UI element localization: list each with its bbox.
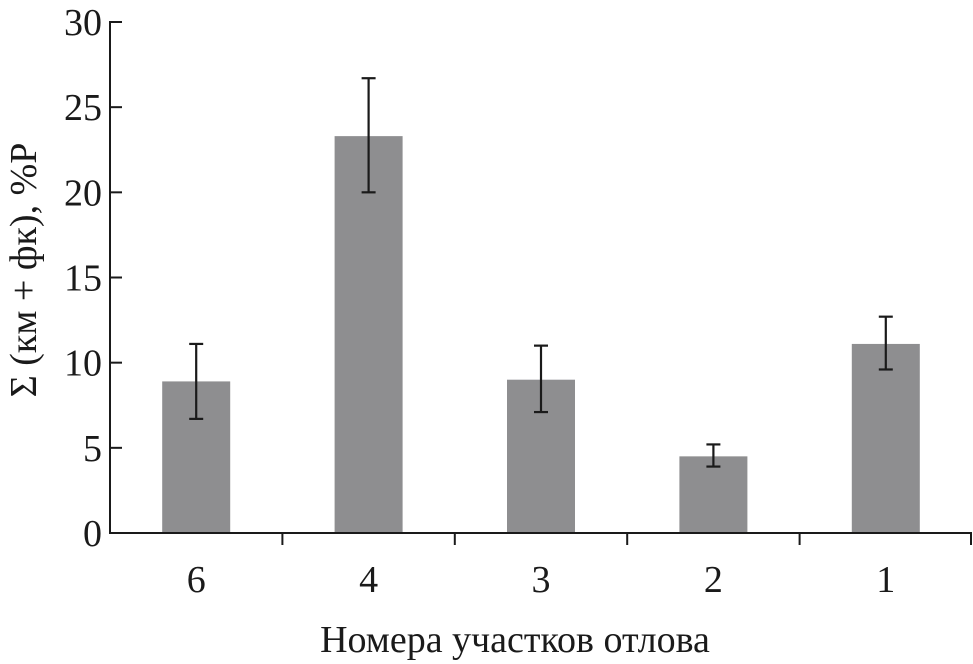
error-bar-3: [534, 344, 548, 414]
y-tick-label: 20: [64, 172, 102, 214]
x-tick-label: 2: [704, 559, 723, 601]
x-tick-label: 4: [359, 559, 378, 601]
error-bar-4: [361, 77, 376, 194]
bar-2: [679, 456, 748, 533]
y-tick-label: 30: [64, 2, 102, 44]
error-bars: [189, 77, 893, 468]
y-tick-label: 10: [64, 343, 102, 385]
y-axis-title: Σ (км + фк), %Р: [3, 143, 45, 398]
bars: [162, 136, 920, 533]
error-bar-1: [878, 315, 893, 371]
y-tick-label: 0: [83, 513, 102, 555]
x-axis-title: Номера участков отлова: [320, 619, 710, 661]
y-tick-label: 15: [64, 258, 102, 300]
axes: [109, 21, 972, 545]
x-tick-label: 3: [532, 559, 551, 601]
y-tick-label: 25: [64, 87, 102, 129]
bar-1: [851, 343, 920, 533]
error-bar-6: [189, 342, 204, 420]
bar-4: [334, 136, 403, 533]
error-bar-2: [706, 443, 721, 468]
x-tick-label: 1: [876, 559, 895, 601]
x-tick-label: 6: [187, 559, 206, 601]
y-tick-label: 5: [83, 428, 102, 470]
